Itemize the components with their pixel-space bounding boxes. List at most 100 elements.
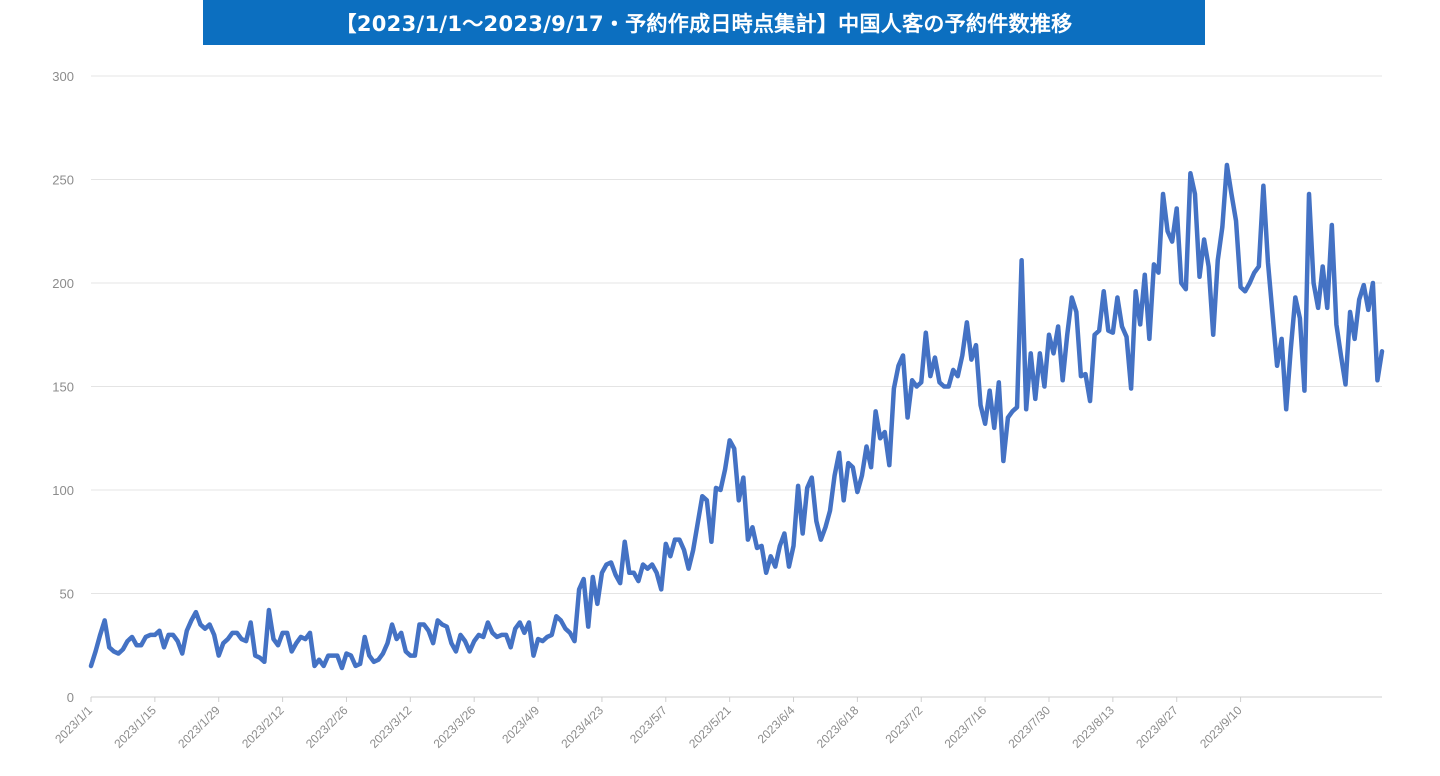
data-point: [1157, 271, 1160, 274]
data-point: [783, 532, 786, 535]
data-point: [573, 639, 576, 643]
data-point: [961, 354, 964, 357]
data-point: [1066, 333, 1069, 336]
data-point: [486, 621, 490, 624]
data-point: [144, 635, 147, 639]
data-point: [217, 654, 220, 657]
data-point: [1125, 335, 1128, 339]
data-point: [1380, 350, 1384, 353]
data-point: [1102, 290, 1105, 293]
data-point: [1084, 372, 1087, 376]
data-point: [272, 637, 275, 641]
data-point: [1024, 408, 1028, 411]
data-point: [801, 532, 804, 535]
data-point: [1038, 352, 1042, 355]
data-point: [1011, 410, 1014, 413]
data-point: [728, 439, 731, 442]
data-point: [158, 629, 161, 632]
data-point: [98, 633, 102, 637]
data-point: [696, 521, 699, 525]
y-tick-label: 0: [67, 690, 74, 705]
data-point: [1166, 230, 1169, 233]
data-point: [587, 625, 590, 628]
data-point: [1129, 387, 1133, 390]
data-point: [1344, 383, 1347, 386]
y-tick-label: 100: [52, 483, 74, 498]
data-point: [313, 664, 316, 668]
data-point: [1107, 329, 1110, 332]
x-tick-label: 2023/8/27: [1133, 703, 1181, 751]
data-point: [322, 664, 325, 668]
data-point: [806, 486, 809, 490]
data-point: [564, 627, 567, 630]
data-point: [1139, 323, 1142, 326]
data-point: [400, 631, 403, 635]
data-point: [404, 650, 407, 653]
data-point: [454, 650, 458, 653]
data-point: [1047, 333, 1051, 336]
data-point: [778, 544, 782, 548]
data-point: [650, 563, 654, 566]
data-point: [1330, 223, 1334, 227]
data-point: [577, 588, 581, 591]
data-point: [701, 495, 704, 498]
data-point: [368, 654, 371, 657]
data-point: [254, 654, 257, 657]
data-point: [181, 652, 184, 655]
data-point: [1111, 331, 1115, 334]
data-point: [167, 633, 170, 637]
data-point: [965, 321, 969, 324]
data-point: [664, 542, 667, 546]
data-point: [527, 621, 531, 624]
data-point: [746, 538, 750, 541]
data-point: [1020, 259, 1023, 262]
data-point: [541, 639, 544, 643]
data-point: [869, 466, 873, 469]
y-tick-label: 50: [60, 587, 74, 602]
data-point: [1221, 225, 1224, 229]
data-point: [208, 623, 211, 626]
data-point: [477, 633, 480, 637]
data-point: [354, 664, 357, 668]
x-tick-label: 2023/2/26: [303, 703, 351, 751]
data-point: [1097, 329, 1101, 332]
data-point: [947, 385, 950, 388]
data-point: [349, 654, 353, 657]
data-point: [1275, 364, 1279, 367]
data-point: [1015, 406, 1019, 409]
data-point: [386, 641, 389, 645]
data-point: [714, 486, 718, 490]
data-point: [112, 650, 116, 653]
y-tick-label: 200: [52, 276, 74, 291]
data-point: [755, 546, 759, 550]
x-tick-label: 2023/9/10: [1197, 703, 1245, 751]
data-point: [819, 538, 823, 541]
data-point: [1326, 306, 1329, 310]
data-point: [582, 577, 585, 581]
data-point: [1339, 354, 1343, 357]
data-point: [290, 650, 293, 653]
data-point: [162, 646, 166, 649]
data-point: [719, 488, 722, 492]
data-point: [1321, 265, 1324, 268]
data-point: [267, 608, 271, 612]
data-point: [1212, 333, 1215, 336]
data-point: [1376, 379, 1379, 382]
data-point: [769, 555, 772, 558]
data-point: [970, 358, 973, 361]
data-point: [139, 644, 143, 647]
data-point: [317, 658, 321, 661]
data-point: [591, 575, 594, 579]
data-point: [828, 509, 832, 512]
data-point: [450, 641, 453, 645]
data-point: [1170, 240, 1174, 243]
data-point: [774, 565, 777, 568]
data-point: [883, 430, 886, 434]
data-point: [176, 639, 179, 643]
data-point: [929, 374, 932, 378]
data-point: [381, 652, 385, 655]
data-point: [851, 466, 855, 469]
data-point: [153, 633, 157, 637]
data-point: [983, 422, 987, 425]
data-point: [1034, 397, 1037, 401]
